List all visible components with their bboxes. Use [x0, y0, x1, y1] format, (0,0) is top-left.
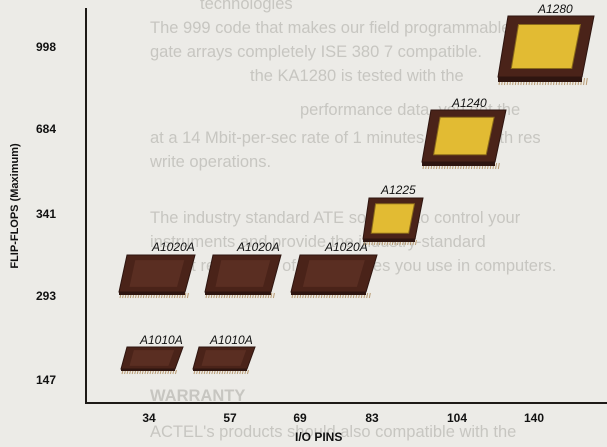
chip-package-a1280 [497, 15, 595, 86]
chip-label-a1010a: A1010A [140, 333, 183, 347]
background-text-line: The industry standard ATE software to co… [150, 209, 521, 227]
chip-side [422, 162, 495, 166]
y-axis-title: FLIP-FLOPS (Maximum) [9, 143, 21, 269]
chip-pin [184, 292, 187, 299]
background-text-line: instruments and provide the industry-sta… [150, 233, 486, 251]
chip-side [205, 292, 271, 295]
chip-side [498, 77, 582, 82]
chip-pin [495, 162, 498, 170]
chip-pin [366, 292, 369, 299]
y-tick-label: 341 [36, 207, 57, 221]
chip-die [129, 350, 175, 366]
chip-package-a1240 [421, 109, 507, 170]
chip-pin [368, 292, 371, 299]
chip-die [129, 260, 185, 287]
x-tick-label: 69 [293, 411, 307, 425]
chip-label-a1020a: A1020A [237, 240, 280, 254]
chip-label-a1225: A1225 [381, 183, 416, 197]
x-tick-label: 140 [523, 411, 545, 425]
x-tick-label: 57 [223, 411, 237, 425]
y-tick-label: 684 [36, 122, 57, 136]
chip-side [291, 292, 366, 295]
background-text-line: The 999 code that makes our field progra… [150, 19, 511, 37]
background-text-line: gate arrays completely ISE 380 7 compati… [150, 43, 483, 61]
chip-pin [174, 369, 177, 375]
chip-die [201, 350, 247, 366]
x-axis-title: I/O PINS [295, 430, 343, 444]
x-axis-line [85, 402, 607, 404]
chip-package-a1010a [192, 346, 256, 375]
chip-pin [246, 369, 249, 375]
chip-side [363, 239, 415, 242]
chip-package-a1225 [362, 197, 424, 246]
chip-die [302, 260, 365, 287]
y-tick-label: 998 [36, 40, 57, 54]
chip-side [119, 292, 185, 295]
x-tick-label: 34 [142, 411, 156, 425]
chip-label-a1280: A1280 [538, 2, 573, 16]
chip-package-a1010a [120, 346, 184, 375]
y-tick-label: 147 [36, 373, 57, 387]
chip-label-a1010a: A1010A [210, 333, 253, 347]
chip-die [433, 116, 495, 156]
background-text-line: technologies [200, 0, 293, 13]
x-tick-label: 83 [365, 411, 379, 425]
background-text-line: the KA1280 is tested with the [250, 67, 464, 85]
chip-pin [272, 292, 275, 299]
chip-label-a1020a: A1020A [152, 240, 195, 254]
background-text-line: WARRANTY [150, 387, 246, 405]
x-tick-label: 104 [446, 411, 468, 425]
chip-die [510, 24, 582, 69]
y-tick-label: 293 [36, 289, 57, 303]
chip-package-a1020a [290, 254, 378, 299]
chip-pin [186, 292, 189, 299]
background-text-line: write operations. [150, 153, 272, 171]
chip-pin [585, 77, 588, 86]
y-axis-line [85, 8, 87, 403]
chip-die [215, 260, 271, 287]
chip-label-a1020a: A1020A [325, 240, 368, 254]
chip-package-a1020a [204, 254, 282, 299]
chip-pin [497, 162, 500, 170]
chip-die [370, 203, 416, 234]
chip-label-a1240: A1240 [452, 96, 487, 110]
background-text-line: ACTEL's products should also compatible … [150, 423, 517, 441]
chip-package-a1020a [118, 254, 196, 299]
chip-pin [270, 292, 273, 299]
chip-pin [583, 77, 586, 86]
chip-pin [414, 239, 417, 246]
